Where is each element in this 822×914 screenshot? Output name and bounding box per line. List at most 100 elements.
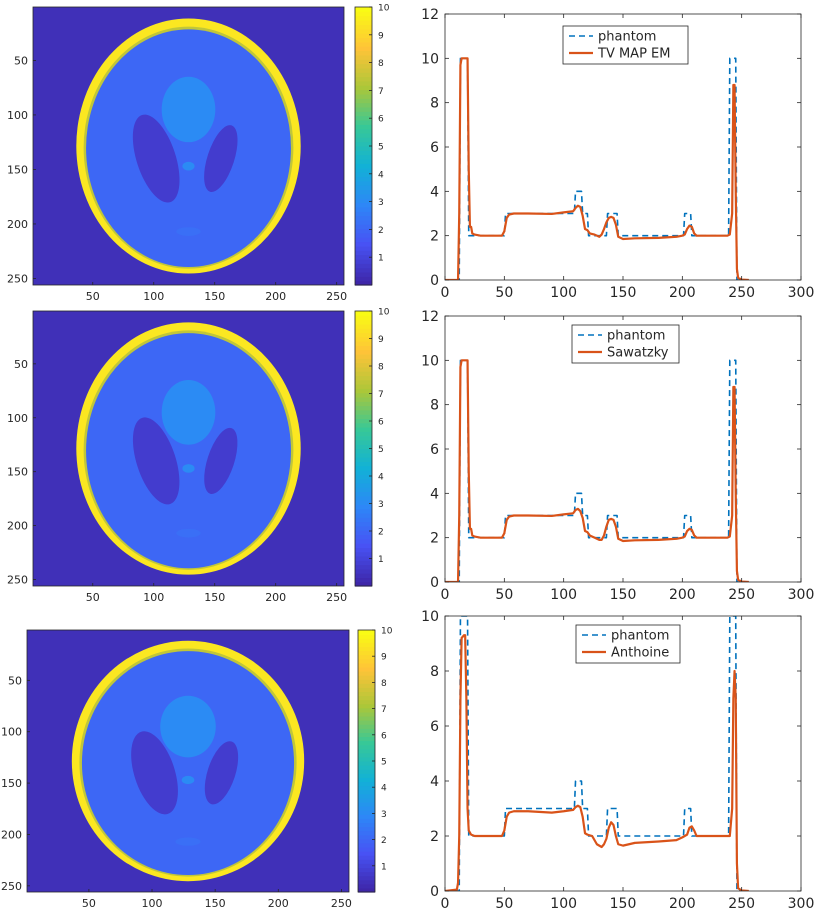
colorbar-tick-label: 6: [381, 731, 387, 741]
x-tick-label: 250: [728, 896, 755, 912]
colorbar-segment: [355, 202, 372, 208]
colorbar-tick-label: 2: [378, 528, 384, 538]
colorbar-segment: [358, 724, 375, 729]
central-region: [160, 695, 216, 758]
colorbar-segment: [355, 512, 372, 518]
y-tick-label: 150: [7, 163, 28, 176]
colorbar-segment: [355, 414, 372, 420]
colorbar-segment: [355, 560, 372, 566]
legend-label: phantom: [598, 30, 656, 45]
y-tick-label: 10: [421, 609, 439, 625]
colorbar-segment: [358, 879, 375, 885]
colorbar-segment: [355, 167, 372, 173]
colorbar-segment: [358, 781, 375, 787]
colorbar-segment: [358, 654, 375, 660]
colorbar-segment: [355, 581, 372, 587]
colorbar-segment: [358, 863, 375, 869]
colorbar-segment: [355, 371, 372, 377]
legend-box: [571, 324, 680, 364]
colorbar-segment: [355, 384, 372, 389]
x-tick-label: 100: [550, 285, 577, 301]
colorbar-segment: [355, 267, 372, 273]
colorbar-tick-label: 9: [378, 31, 384, 41]
central-region: [161, 380, 216, 445]
x-tick-label: 250: [331, 897, 352, 910]
colorbar-segment: [355, 375, 372, 381]
colorbar-segment: [355, 206, 372, 212]
small-spot: [182, 161, 195, 171]
y-tick-label: 10: [421, 51, 439, 67]
colorbar-segment: [355, 193, 372, 199]
y-tick-label: 50: [14, 54, 28, 67]
colorbar-segment: [355, 508, 372, 514]
left-ventricle: [131, 731, 178, 815]
brain-region: [81, 651, 295, 876]
y-tick-label: 200: [7, 218, 28, 231]
x-tick-label: 0: [441, 285, 450, 301]
x-tick-label: 50: [495, 587, 513, 603]
colorbar-tick-label: 2: [378, 226, 384, 236]
colorbar-segment: [358, 691, 375, 697]
x-tick-label: 50: [86, 290, 100, 303]
colorbar-segment: [358, 646, 375, 652]
colorbar-segment: [355, 54, 372, 60]
colorbar-segment: [355, 396, 372, 402]
colorbar-segment: [355, 141, 372, 147]
y-tick-label: 250: [7, 574, 28, 587]
colorbar-segment: [358, 761, 375, 766]
x-tick-label: 150: [205, 897, 226, 910]
y-tick-label: 10: [421, 353, 439, 369]
colorbar-segment: [355, 237, 372, 243]
colorbar-segment: [355, 111, 372, 117]
x-tick-label: 100: [143, 290, 164, 303]
heatmap-panel-3: 50 100 150 200 250 50 100 150 200 250 1 2 3 4 5 6 7 8 9 10: [1, 627, 393, 911]
colorbar-segment: [355, 534, 372, 540]
colorbar-segment: [355, 180, 372, 186]
colorbar-tick-label: 6: [378, 115, 384, 125]
y-tick-label: 8: [430, 664, 439, 680]
colorbar-segment: [358, 630, 375, 635]
colorbar-segment: [355, 98, 372, 104]
series-line-anthoine: [445, 634, 749, 891]
colorbar-segment: [355, 163, 372, 169]
colorbar-segment: [358, 728, 375, 733]
colorbar-segment: [355, 315, 372, 321]
colorbar-segment: [358, 793, 375, 799]
colorbar-segment: [355, 176, 372, 182]
colorbar-segment: [358, 683, 375, 688]
colorbar-segment: [355, 250, 372, 256]
colorbar-tick-label: 7: [378, 390, 384, 400]
y-tick-label: 250: [7, 272, 28, 285]
lower-spot: [176, 528, 201, 538]
y-tick-label: 6: [430, 719, 439, 735]
colorbar-segment: [355, 159, 372, 164]
colorbar-segment: [358, 797, 375, 803]
colorbar-tick-label: 9: [381, 653, 387, 663]
colorbar-segment: [358, 756, 375, 762]
legend: phantom Anthoine: [575, 624, 681, 664]
colorbar-tick-label: 10: [378, 308, 390, 318]
colorbar-tick-label: 5: [381, 758, 387, 768]
colorbar-segment: [355, 409, 372, 415]
colorbar-segment: [355, 80, 372, 86]
lower-spot: [175, 837, 201, 846]
colorbar-segment: [355, 7, 372, 12]
y-tick-label: 8: [430, 398, 439, 414]
colorbar-segment: [355, 379, 372, 385]
legend-box: [575, 624, 681, 664]
colorbar-segment: [355, 20, 372, 25]
y-tick-label: 4: [430, 184, 439, 200]
colorbar-segment: [358, 822, 375, 828]
x-tick-label: 200: [669, 587, 696, 603]
colorbar-segment: [355, 345, 372, 351]
y-tick-label: 0: [430, 575, 439, 591]
series-line-phantom: [445, 57, 749, 280]
colorbar-segment: [355, 263, 372, 269]
y-tick-label: 0: [430, 884, 439, 900]
colorbar-segment: [355, 224, 372, 230]
brain-region: [86, 29, 291, 268]
colorbar-tick-label: 3: [378, 198, 384, 208]
colorbar-segment: [358, 711, 375, 717]
colorbar-segment: [358, 826, 375, 832]
y-tick-label: 100: [1, 726, 22, 739]
